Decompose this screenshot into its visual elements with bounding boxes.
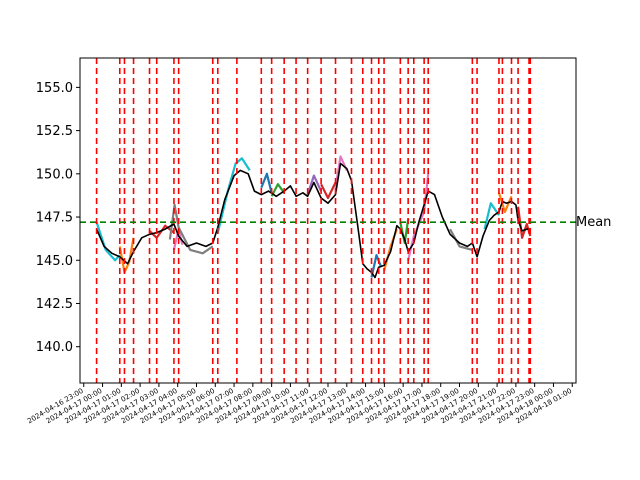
- mean-label: Mean: [576, 215, 611, 230]
- y-tick-label: 140.0: [36, 340, 73, 355]
- y-tick-label: 142.5: [36, 297, 73, 312]
- series-line: [483, 202, 500, 230]
- series-line: [334, 155, 348, 188]
- series-line: [95, 221, 121, 262]
- series-layer: [95, 155, 532, 279]
- series-line: [148, 224, 175, 239]
- series-line: [449, 228, 473, 251]
- series-line: [95, 162, 531, 279]
- series-line: [270, 183, 286, 197]
- y-tick-label: 152.5: [36, 124, 73, 139]
- y-axis: 140.0 142.5 145.0 147.5 150.0 152.5 155.0: [36, 81, 80, 355]
- series-line: [260, 172, 273, 194]
- series-line: [216, 157, 251, 233]
- plot-area-frame: [79, 57, 577, 384]
- series-line: [306, 174, 323, 195]
- series-line: [320, 182, 337, 200]
- mean-layer: Mean: [80, 215, 611, 230]
- y-tick-label: 155.0: [36, 81, 73, 96]
- y-tick-label: 145.0: [36, 254, 73, 269]
- series-line: [370, 254, 383, 278]
- series-line: [399, 218, 410, 245]
- y-tick-label: 147.5: [36, 211, 73, 226]
- vline-layer: [95, 58, 532, 383]
- y-tick-label: 150.0: [36, 167, 73, 182]
